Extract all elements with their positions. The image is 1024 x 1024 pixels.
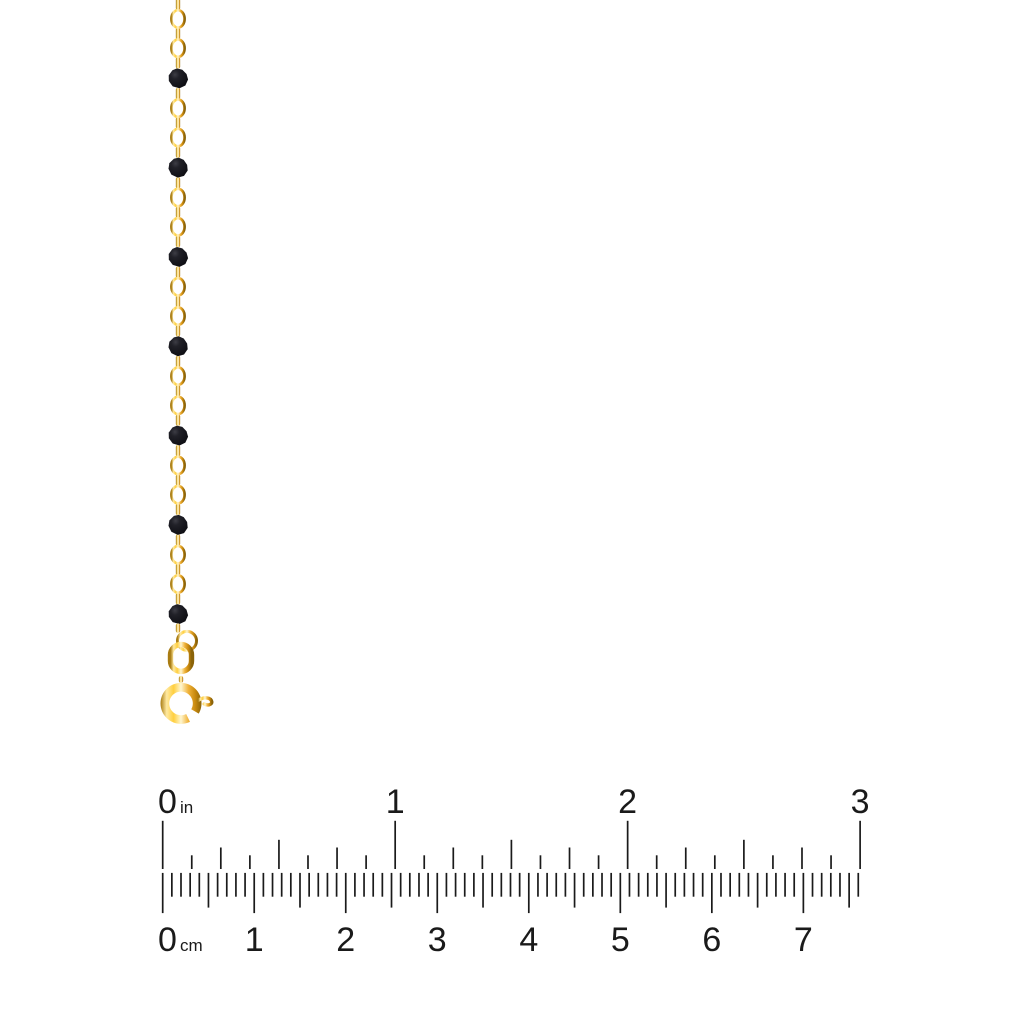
svg-text:4: 4 (519, 921, 538, 959)
svg-text:0: 0 (158, 921, 177, 959)
svg-text:2: 2 (336, 921, 355, 959)
svg-text:5: 5 (611, 921, 630, 959)
svg-text:0: 0 (158, 783, 177, 821)
svg-text:2: 2 (618, 783, 637, 821)
svg-text:cm: cm (180, 936, 203, 955)
svg-text:7: 7 (794, 921, 813, 959)
svg-text:3: 3 (851, 783, 870, 821)
svg-text:in: in (180, 798, 193, 817)
svg-text:1: 1 (245, 921, 264, 959)
svg-text:1: 1 (386, 783, 405, 821)
svg-text:6: 6 (702, 921, 721, 959)
svg-text:3: 3 (428, 921, 447, 959)
